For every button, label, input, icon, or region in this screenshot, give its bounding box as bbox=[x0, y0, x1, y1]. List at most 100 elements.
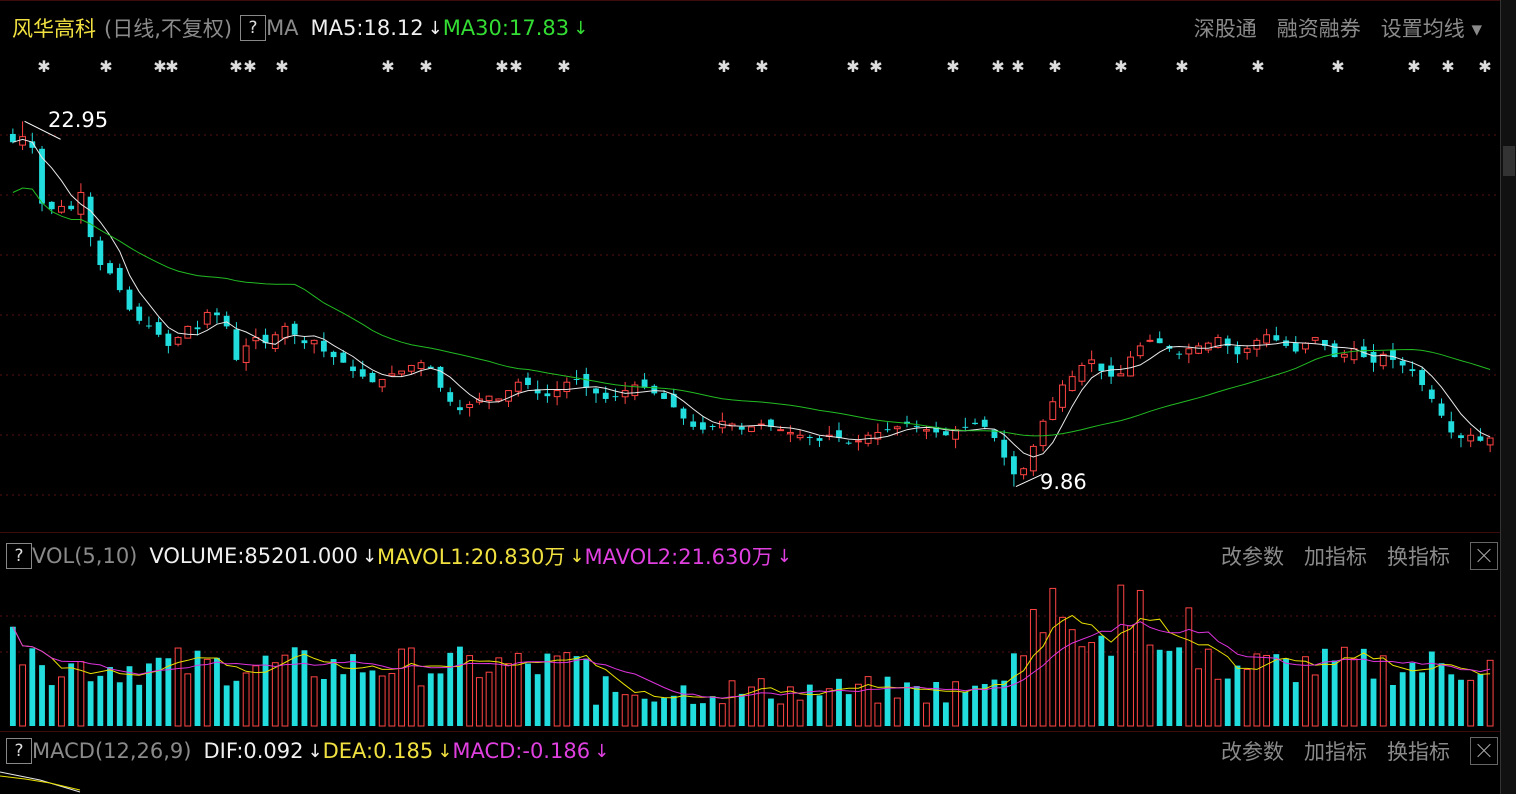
volume-bar bbox=[1020, 655, 1028, 727]
volume-bar bbox=[1117, 584, 1125, 727]
event-marker-icon: ✱ bbox=[991, 57, 1004, 76]
volume-bar bbox=[39, 665, 45, 726]
candle-body bbox=[194, 327, 201, 330]
candle-body bbox=[1088, 359, 1096, 365]
volume-bar bbox=[514, 652, 522, 727]
low-price-label: 9.86 bbox=[1040, 470, 1087, 494]
macd-chart[interactable] bbox=[0, 770, 1500, 794]
candle-body bbox=[505, 390, 512, 402]
candle-body bbox=[1409, 369, 1416, 372]
shengutong-link[interactable]: 深股通 bbox=[1193, 17, 1257, 41]
candle-body bbox=[806, 436, 813, 439]
candle-body bbox=[378, 378, 386, 388]
macd-change-params-link[interactable]: 改参数 bbox=[1221, 740, 1284, 764]
candle-body bbox=[777, 429, 785, 432]
volume-bar bbox=[320, 678, 327, 726]
set-ma-dropdown[interactable]: 设置均线 ▾ bbox=[1380, 17, 1482, 41]
candle-body bbox=[593, 388, 599, 394]
candle-body bbox=[466, 404, 474, 408]
macd-help-button[interactable]: ? bbox=[6, 738, 32, 764]
dea-arrow-icon: ↓ bbox=[437, 740, 453, 762]
candle-body bbox=[786, 431, 794, 435]
macd-close-icon[interactable] bbox=[1470, 737, 1498, 765]
event-marker-icon: ✱ bbox=[1114, 57, 1127, 76]
volume-bar bbox=[709, 696, 716, 726]
volume-bar bbox=[1136, 589, 1144, 727]
volume-bar bbox=[466, 655, 474, 727]
candle-body bbox=[699, 422, 706, 430]
volume-bar bbox=[19, 664, 26, 727]
volume-bar bbox=[1467, 679, 1475, 727]
candle-body bbox=[661, 393, 667, 399]
vertical-scrollbar[interactable] bbox=[1500, 0, 1516, 794]
vol-help-button[interactable]: ? bbox=[6, 543, 32, 569]
volume-bar bbox=[1379, 655, 1387, 727]
volume-bar bbox=[1195, 668, 1202, 727]
volume-bar bbox=[252, 665, 260, 727]
vol-close-icon[interactable] bbox=[1470, 542, 1498, 570]
event-marker-icon: ✱ bbox=[755, 57, 768, 76]
volume-bar bbox=[806, 684, 813, 726]
volume-bar bbox=[748, 686, 755, 727]
candle-body bbox=[340, 352, 347, 363]
volume-bar bbox=[1214, 678, 1222, 727]
volume-bar bbox=[718, 703, 726, 727]
volume-bar bbox=[155, 657, 162, 726]
candle-body bbox=[330, 351, 337, 358]
candle-body bbox=[1419, 370, 1426, 386]
candle-body bbox=[165, 333, 172, 346]
vol-add-indicator-link[interactable]: 加指标 bbox=[1304, 545, 1367, 569]
volume-bar bbox=[534, 674, 541, 726]
candle-body bbox=[1273, 335, 1280, 341]
volume-bar bbox=[933, 682, 940, 726]
candle-body bbox=[845, 442, 852, 444]
scrollbar-thumb[interactable] bbox=[1503, 146, 1515, 176]
macd-value: MACD:-0.186 bbox=[452, 739, 591, 763]
candle-body bbox=[690, 421, 697, 427]
event-marker-icon: ✱ bbox=[1175, 57, 1188, 76]
volume-bar bbox=[48, 685, 55, 726]
event-marker-icon: ✱ bbox=[1331, 57, 1344, 76]
vol-change-params-link[interactable]: 改参数 bbox=[1221, 545, 1284, 569]
volume-bar bbox=[1098, 635, 1105, 726]
event-marker-icon: ✱ bbox=[1478, 57, 1491, 76]
macd-switch-indicator-link[interactable]: 换指标 bbox=[1387, 740, 1450, 764]
vol-label: VOL(5,10) bbox=[32, 544, 138, 568]
help-button[interactable]: ? bbox=[240, 15, 267, 41]
candle-body bbox=[583, 373, 590, 388]
volume-bar bbox=[1010, 653, 1017, 726]
volume-bar bbox=[573, 656, 580, 726]
volume-chart[interactable] bbox=[0, 576, 1500, 731]
event-marker-icon: ✱ bbox=[153, 57, 166, 76]
candle-body bbox=[359, 369, 366, 377]
macd-add-indicator-link[interactable]: 加指标 bbox=[1304, 740, 1367, 764]
volume-bar bbox=[1108, 655, 1115, 726]
mavol2-arrow-icon: ↓ bbox=[776, 545, 792, 567]
candle-body bbox=[962, 426, 969, 428]
candle-body bbox=[884, 429, 891, 431]
high-price-label: 22.95 bbox=[48, 108, 109, 132]
volume-bar bbox=[544, 653, 551, 726]
volume-bar bbox=[1166, 650, 1173, 726]
candle-body bbox=[1486, 437, 1494, 446]
candle-body bbox=[1224, 338, 1231, 346]
dea-value: DEA:0.185 bbox=[322, 739, 434, 763]
candle-body bbox=[437, 366, 444, 388]
volume-bar bbox=[165, 658, 172, 726]
price-header: 风华高科 (日线,不复权) ? MA MA5:18.12 ↓ MA30:17.8… bbox=[0, 13, 1500, 43]
volume-bar bbox=[845, 694, 852, 726]
volume-bar bbox=[262, 655, 269, 726]
candle-body bbox=[923, 429, 930, 432]
volume-bar bbox=[854, 683, 862, 727]
volume-bar bbox=[893, 697, 901, 727]
volume-bar bbox=[1350, 658, 1358, 727]
candle-body bbox=[281, 325, 289, 339]
margin-trading-link[interactable]: 融资融券 bbox=[1276, 17, 1361, 41]
vol-switch-indicator-link[interactable]: 换指标 bbox=[1387, 545, 1450, 569]
volume-bar bbox=[1399, 672, 1406, 726]
volume-bar bbox=[1088, 642, 1096, 727]
volume-bar bbox=[1419, 672, 1426, 726]
price-chart[interactable]: ✱ ✱ ✱✱ ✱ ✱ ✱ ✱ ✱ ✱ ✱ ✱ ✱ ✱ ✱ ✱ ✱ ✱ ✱ ✱ ✱ ✱ ✱ ✱ ✱ ✱ ✱ bbox=[0, 50, 1500, 520]
volume-bar bbox=[388, 673, 396, 727]
volume-bar bbox=[1146, 644, 1154, 727]
